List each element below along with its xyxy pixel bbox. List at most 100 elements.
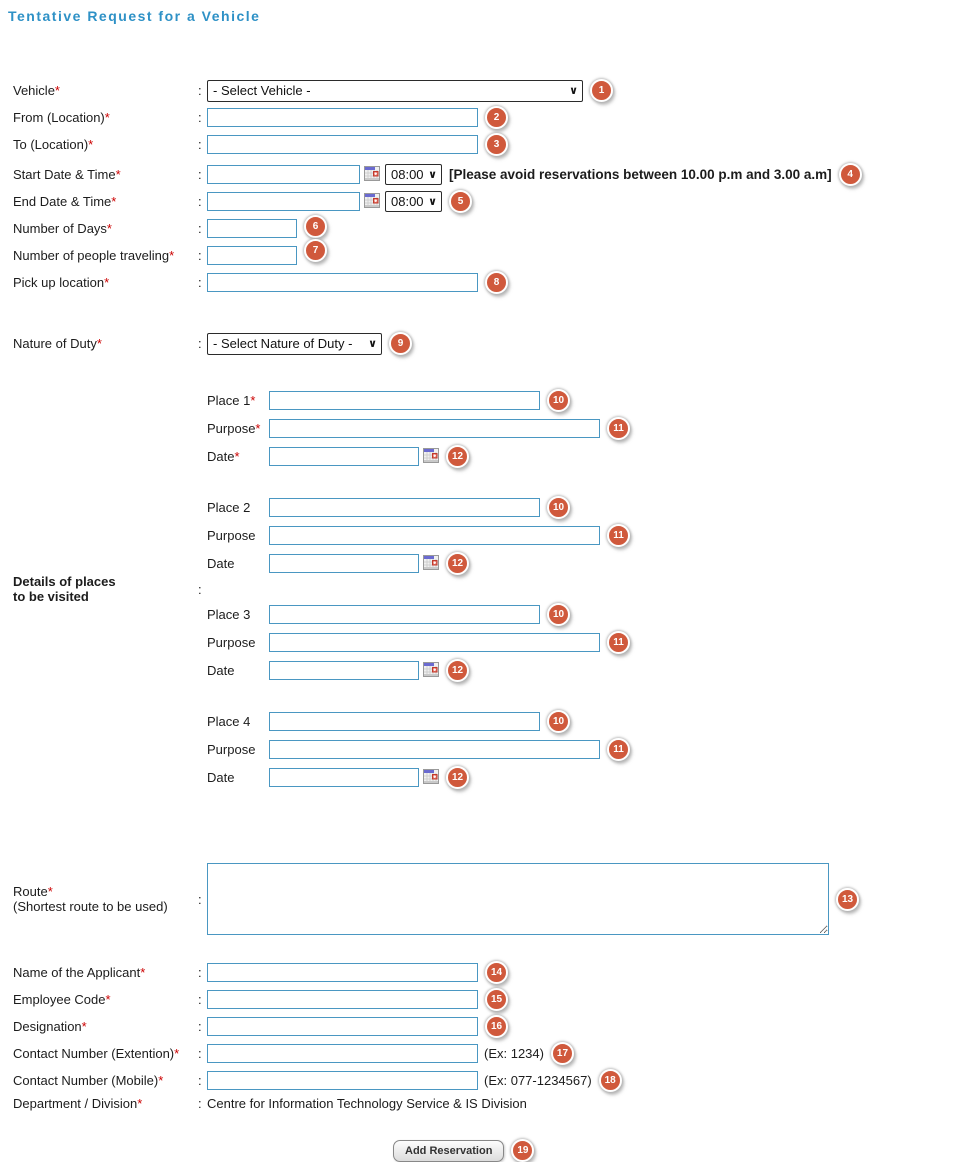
required-asterisk: * — [106, 221, 112, 236]
row-people: Number of people traveling* : 7 — [13, 239, 960, 267]
row-from: From (Location)* : 2 — [13, 106, 960, 129]
place-group-4: Place 4 10 Purpose 11 Date — [207, 710, 630, 789]
vehicle-select[interactable]: - Select Vehicle - — [207, 79, 583, 102]
start-date-input[interactable] — [207, 165, 360, 184]
extension-hint: (Ex: 1234) — [484, 1046, 544, 1061]
calendar-icon[interactable] — [423, 447, 439, 466]
days-label: Number of Days* — [13, 221, 112, 236]
purpose1-input[interactable] — [269, 419, 600, 438]
mobile-input[interactable] — [207, 1071, 478, 1090]
purpose3-input[interactable] — [269, 633, 600, 652]
calendar-icon[interactable] — [423, 768, 439, 787]
required-asterisk: * — [137, 1096, 143, 1111]
row-employee-code: Employee Code* : 15 — [13, 988, 960, 1011]
som-badge-10: 10 — [547, 710, 570, 733]
vehicle-request-form: Vehicle* : - Select Vehicle - ∨ 1 From (… — [8, 79, 960, 1162]
people-traveling-input[interactable] — [207, 246, 297, 265]
route-label: Route* (Shortest route to be used) — [13, 884, 198, 914]
colon: : — [198, 137, 202, 152]
som-badge-9: 9 — [389, 332, 412, 355]
row-pickup: Pick up location* : 8 — [13, 271, 960, 294]
designation-input[interactable] — [207, 1017, 478, 1036]
colon: : — [198, 167, 202, 182]
colon: : — [198, 992, 202, 1007]
end-date-input[interactable] — [207, 192, 360, 211]
applicant-name-label: Name of the Applicant* — [13, 965, 146, 980]
from-label: From (Location)* — [13, 110, 110, 125]
add-reservation-button[interactable]: Add Reservation — [393, 1139, 505, 1162]
row-submit: Add Reservation 19 — [393, 1139, 960, 1162]
som-badge-19: 19 — [511, 1139, 535, 1162]
place3-input[interactable] — [269, 605, 540, 624]
purpose4-label: Purpose — [207, 742, 256, 757]
number-of-days-input[interactable] — [207, 219, 297, 238]
purpose4-input[interactable] — [269, 740, 600, 759]
som-badge-11: 11 — [607, 417, 630, 440]
required-asterisk: * — [169, 248, 175, 263]
row-nature: Nature of Duty* : - Select Nature of Dut… — [13, 332, 960, 355]
colon: : — [198, 110, 202, 125]
end-time-select[interactable]: 08:00 — [385, 191, 442, 212]
colon: : — [198, 965, 202, 980]
som-badge-1: 1 — [590, 79, 613, 102]
required-asterisk: * — [88, 137, 94, 152]
row-department: Department / Division* : Centre for Info… — [13, 1096, 960, 1111]
required-asterisk: * — [111, 194, 117, 209]
designation-label: Designation* — [13, 1019, 87, 1034]
places-section-label: Details of places to be visited — [13, 574, 116, 604]
date2-input[interactable] — [269, 554, 419, 573]
from-location-input[interactable] — [207, 108, 478, 127]
date3-input[interactable] — [269, 661, 419, 680]
route-textarea[interactable] — [207, 863, 829, 935]
som-badge-12: 12 — [446, 445, 469, 468]
place4-input[interactable] — [269, 712, 540, 731]
required-asterisk: * — [105, 992, 111, 1007]
colon: : — [198, 194, 202, 209]
row-to: To (Location)* : 3 — [13, 133, 960, 156]
required-asterisk: * — [115, 167, 121, 182]
nature-of-duty-select[interactable]: - Select Nature of Duty - — [207, 332, 382, 355]
som-badge-12: 12 — [446, 659, 469, 682]
purpose1-label: Purpose* — [207, 421, 261, 436]
calendar-icon[interactable] — [423, 661, 439, 680]
place1-label: Place 1* — [207, 393, 256, 408]
som-badge-10: 10 — [547, 603, 570, 626]
som-badge-4: 4 — [838, 163, 862, 186]
start-time-select[interactable]: 08:00 — [385, 164, 442, 185]
som-badge-17: 17 — [550, 1042, 574, 1065]
purpose2-label: Purpose — [207, 528, 256, 543]
pickup-label: Pick up location* — [13, 275, 110, 290]
required-asterisk: * — [250, 393, 256, 408]
purpose3-label: Purpose — [207, 635, 256, 650]
date1-input[interactable] — [269, 447, 419, 466]
required-asterisk: * — [140, 965, 146, 980]
calendar-icon[interactable] — [364, 192, 380, 211]
date4-input[interactable] — [269, 768, 419, 787]
place2-label: Place 2 — [207, 500, 251, 515]
row-mobile: Contact Number (Mobile)* : (Ex: 077-1234… — [13, 1069, 960, 1092]
colon: : — [198, 1073, 202, 1088]
place1-input[interactable] — [269, 391, 540, 410]
mobile-label: Contact Number (Mobile)* — [13, 1073, 164, 1088]
pickup-location-input[interactable] — [207, 273, 478, 292]
som-badge-14: 14 — [485, 961, 508, 984]
employee-code-input[interactable] — [207, 990, 478, 1009]
start-label: Start Date & Time* — [13, 167, 121, 182]
route-sublabel: (Shortest route to be used) — [13, 899, 168, 914]
nature-label: Nature of Duty* — [13, 336, 102, 351]
place2-input[interactable] — [269, 498, 540, 517]
row-extension: Contact Number (Extention)* : (Ex: 1234)… — [13, 1042, 960, 1065]
som-badge-15: 15 — [485, 988, 508, 1011]
date3-label: Date — [207, 663, 235, 678]
calendar-icon[interactable] — [364, 165, 380, 184]
to-location-input[interactable] — [207, 135, 478, 154]
department-label: Department / Division* — [13, 1096, 143, 1111]
calendar-icon[interactable] — [423, 554, 439, 573]
extension-input[interactable] — [207, 1044, 478, 1063]
required-asterisk: * — [104, 275, 110, 290]
purpose2-input[interactable] — [269, 526, 600, 545]
end-label: End Date & Time* — [13, 194, 117, 209]
required-asterisk: * — [255, 421, 261, 436]
applicant-name-input[interactable] — [207, 963, 478, 982]
reservation-notice: [Please avoid reservations between 10.00… — [449, 167, 832, 182]
